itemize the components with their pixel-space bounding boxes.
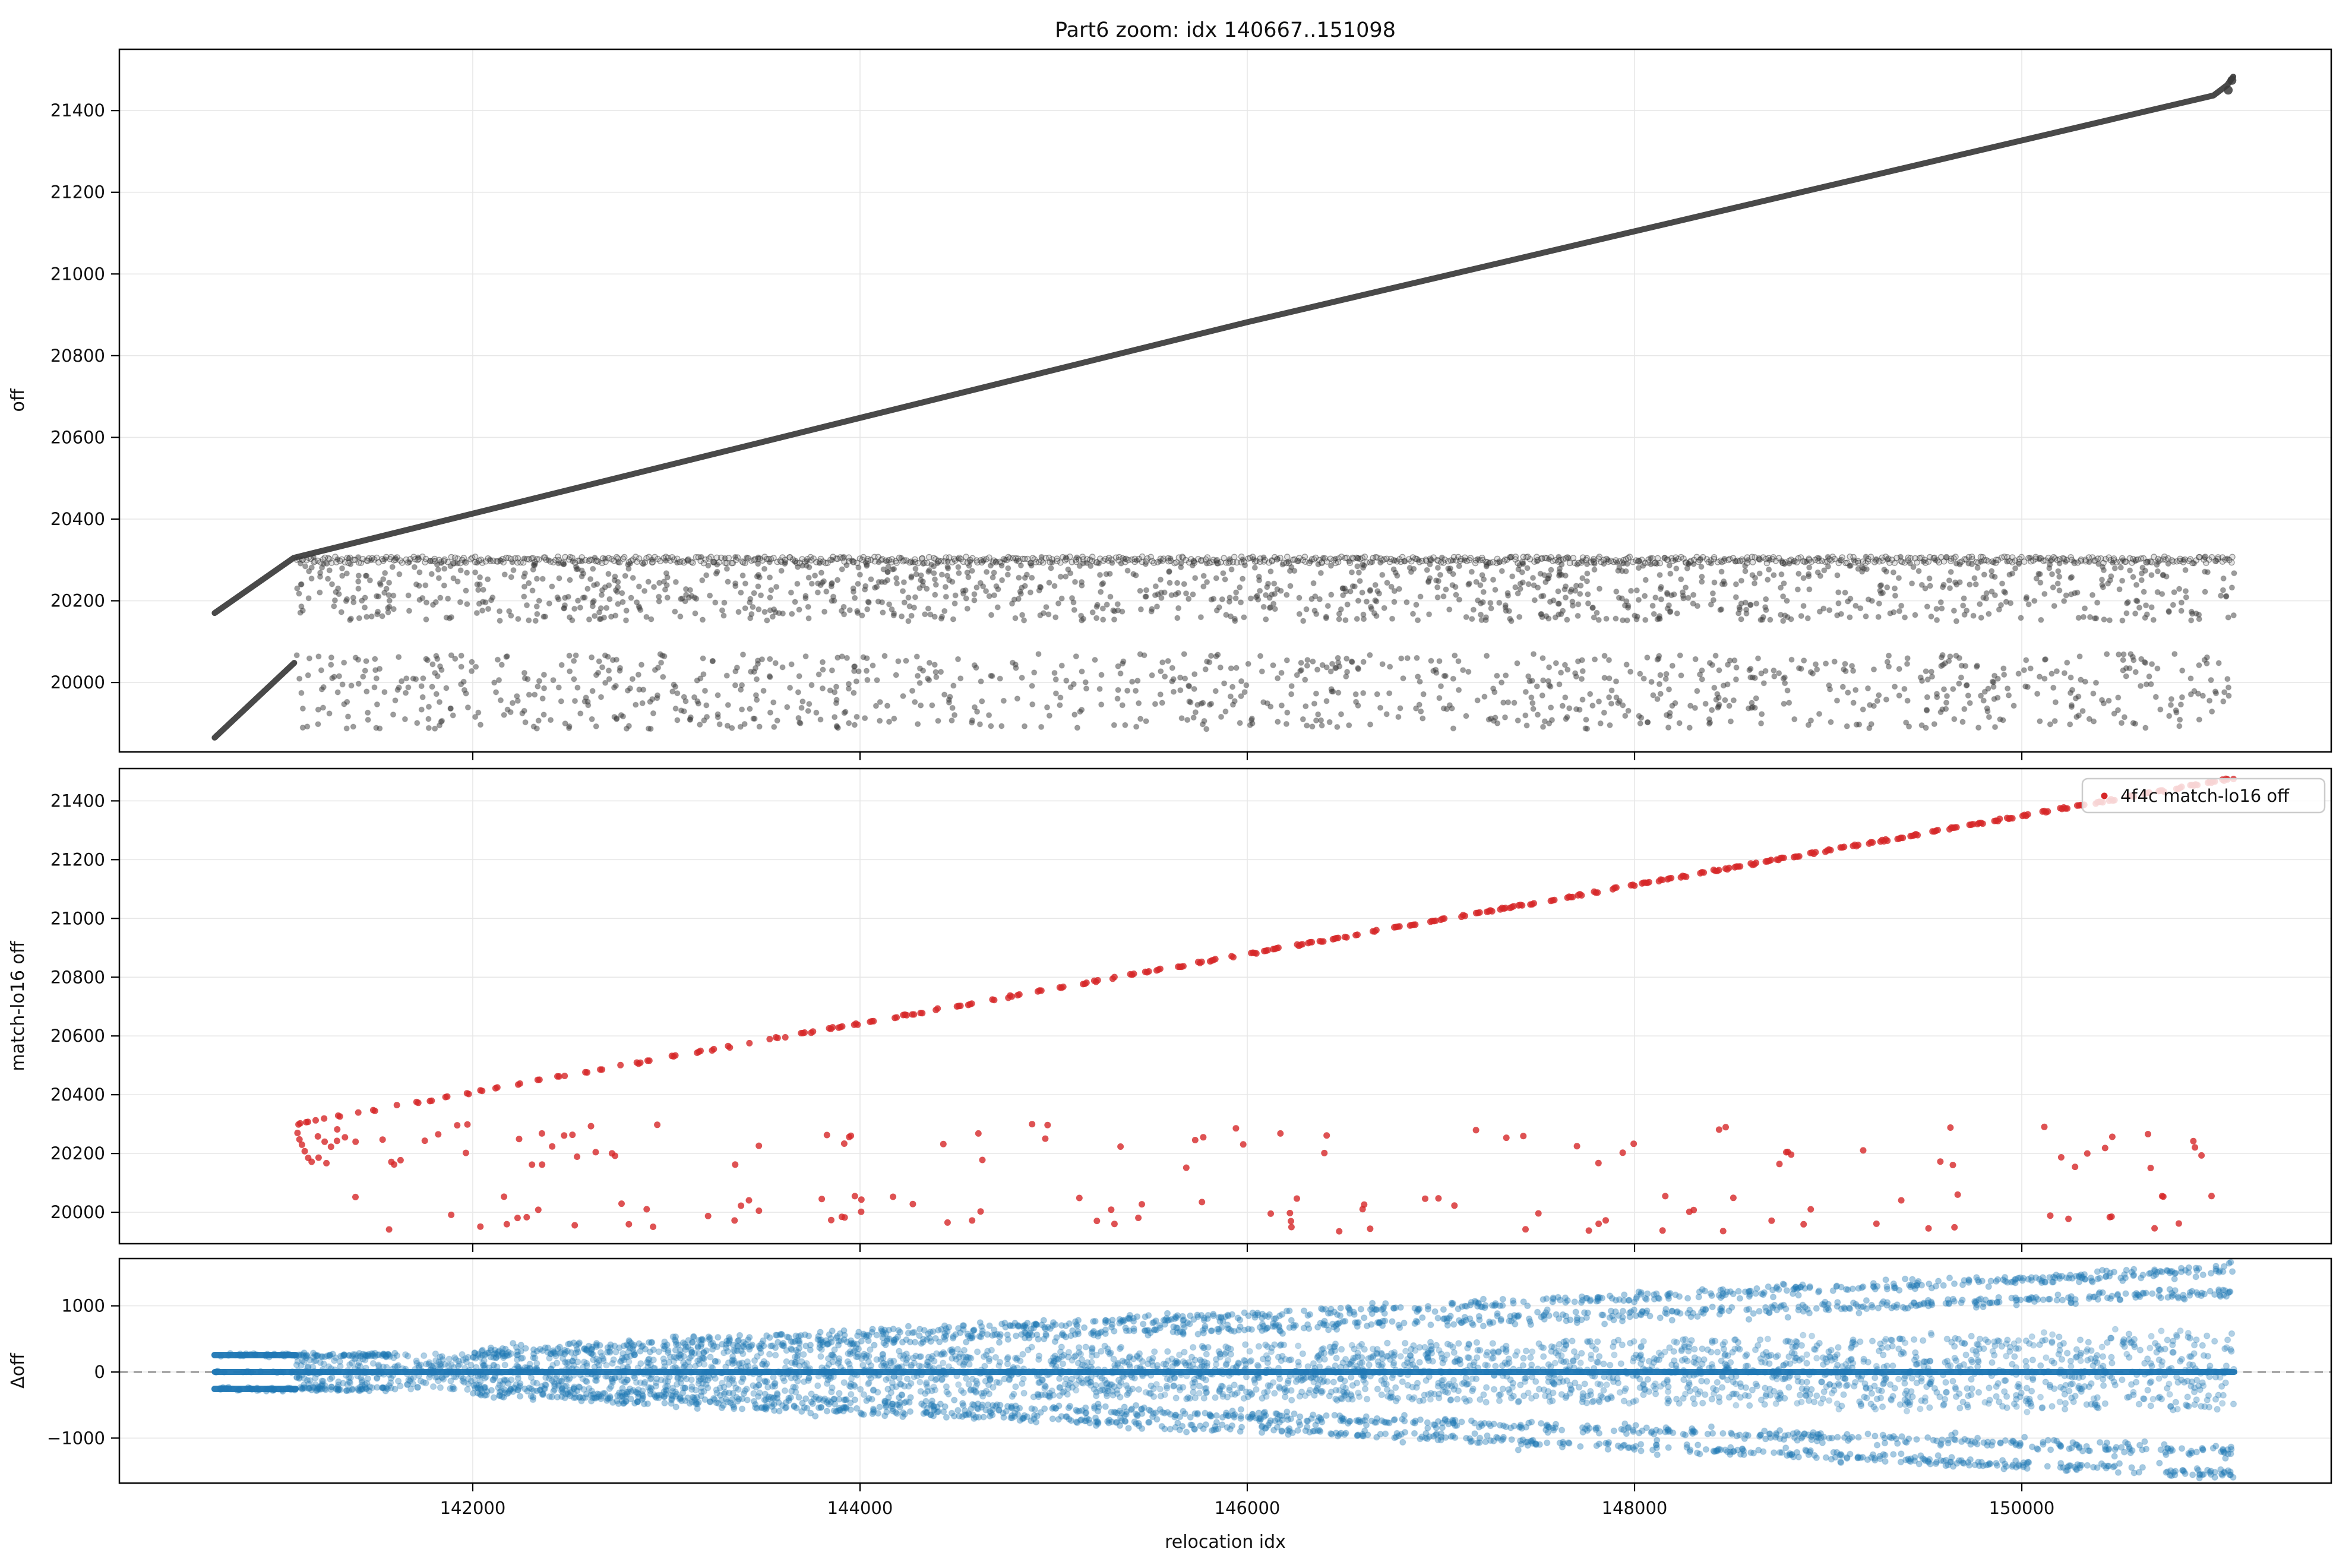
y-tick-label: 20200: [50, 1143, 105, 1164]
y-tick-label: 21400: [50, 100, 105, 121]
top-y-axis-label: off: [8, 388, 29, 412]
legend: 4f4c match-lo16 off: [2081, 777, 2326, 814]
figure-title: Part6 zoom: idx 140667..151098: [1055, 18, 1396, 42]
y-tick-label: 0: [94, 1362, 105, 1382]
y-tick-label: 20600: [50, 427, 105, 447]
y-tick-label: 20400: [50, 1085, 105, 1105]
y-tick-label: 21200: [50, 849, 105, 870]
middle-y-axis-label: match-lo16 off: [8, 940, 29, 1071]
x-tick-label: 146000: [1215, 1498, 1281, 1518]
legend-marker-icon: [2101, 792, 2108, 799]
subplot: 20000 20200 20400 20600 20800 21000 21200 21400: [50, 48, 2332, 760]
x-tick-label: 148000: [1602, 1498, 1668, 1518]
plots-layer: 20000 20200 20400 20600 20800 21000 21200 21400…: [47, 48, 2332, 1518]
x-tick-label: 144000: [827, 1498, 893, 1518]
legend-label: 4f4c match-lo16 off: [2120, 786, 2290, 806]
y-tick-label: 20600: [50, 1026, 105, 1046]
legend-box: [2081, 777, 2326, 814]
subplot: 20000 20200 20400 20600 20800 21000 21200 21400: [50, 767, 2332, 1252]
x-tick-label: 142000: [440, 1498, 506, 1518]
x-axis-label: relocation idx: [1165, 1532, 1286, 1553]
y-tick-label: 20200: [50, 591, 105, 611]
y-tick-label: 1000: [61, 1296, 105, 1316]
subplot: 142000 144000 146000 148000 150000 −1000 0 1000: [47, 1257, 2332, 1518]
bottom-y-axis-label: Δoff: [8, 1352, 29, 1389]
y-tick-label: 20400: [50, 509, 105, 529]
y-tick-label: 21000: [50, 264, 105, 284]
y-tick-label: 21400: [50, 791, 105, 811]
y-tick-label: 20000: [50, 1202, 105, 1222]
y-tick-label: 20000: [50, 672, 105, 693]
y-tick-label: −1000: [47, 1428, 105, 1448]
y-tick-label: 20800: [50, 967, 105, 987]
y-tick-label: 21000: [50, 908, 105, 928]
x-tick-label: 150000: [1989, 1498, 2055, 1518]
y-tick-label: 20800: [50, 346, 105, 366]
y-tick-label: 21200: [50, 182, 105, 203]
